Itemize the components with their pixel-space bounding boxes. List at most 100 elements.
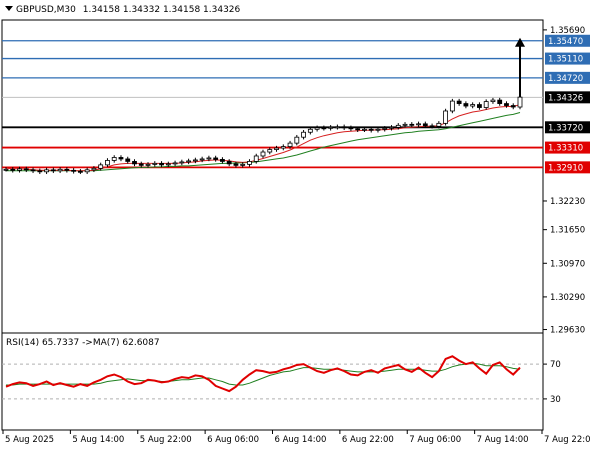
candle-body bbox=[253, 155, 259, 162]
candle-body bbox=[233, 163, 239, 166]
candle-body bbox=[301, 131, 306, 138]
current-price-label: 1.34326 bbox=[548, 93, 583, 103]
collapse-triangle-icon[interactable] bbox=[5, 6, 13, 11]
candle-body bbox=[382, 127, 388, 130]
level-label: 1.34720 bbox=[548, 74, 583, 84]
candle-body bbox=[449, 100, 455, 112]
price-tick-label: 1.29630 bbox=[550, 326, 585, 336]
candle-body bbox=[37, 170, 43, 173]
time-label: 6 Aug 06:00 bbox=[207, 435, 259, 445]
price-tick-label: 1.31650 bbox=[550, 226, 585, 236]
high-value: 1.34332 bbox=[122, 5, 161, 15]
level-badge bbox=[545, 34, 590, 47]
candle-body bbox=[192, 159, 198, 162]
candle-body bbox=[3, 168, 9, 171]
candle-body bbox=[274, 147, 279, 150]
level-badge bbox=[545, 52, 590, 65]
candle-body bbox=[159, 162, 164, 166]
time-label: 5 Aug 2025 bbox=[5, 435, 54, 445]
rsi-chart-frame bbox=[1, 332, 544, 431]
time-label: 7 Aug 22:00 bbox=[544, 435, 590, 445]
candle-body bbox=[429, 125, 435, 128]
candle-body bbox=[226, 161, 232, 165]
current-price-badge bbox=[545, 91, 590, 104]
candle-body bbox=[307, 128, 313, 133]
rsi-ma-line bbox=[6, 362, 521, 386]
candle-body bbox=[422, 123, 428, 127]
rsi-tick-label: 70 bbox=[550, 360, 561, 370]
candle-body bbox=[497, 99, 503, 104]
candle-body bbox=[280, 146, 286, 149]
candle-body bbox=[368, 128, 374, 131]
time-label: 7 Aug 14:00 bbox=[477, 435, 529, 445]
candle-body bbox=[240, 163, 246, 166]
level-label: 1.35110 bbox=[548, 55, 583, 65]
candle-body bbox=[456, 100, 462, 104]
candle-body bbox=[395, 124, 401, 128]
candle-body bbox=[436, 122, 442, 127]
close-value: 1.34326 bbox=[203, 5, 241, 15]
candle-body bbox=[314, 127, 320, 130]
candle-body bbox=[483, 101, 489, 108]
level-badge bbox=[545, 141, 590, 154]
candle-body bbox=[84, 169, 90, 173]
candle-body bbox=[172, 162, 178, 165]
candle-body bbox=[10, 168, 16, 171]
level-badge bbox=[545, 121, 590, 134]
rsi-header: RSI(14) 65.7337 ->MA(7) 62.6087 bbox=[6, 338, 160, 348]
candle-body bbox=[213, 157, 219, 160]
open-value: 1.34158 bbox=[82, 5, 120, 15]
symbol-label: GBPUSD,M30 bbox=[16, 5, 76, 15]
candle-body bbox=[105, 160, 110, 166]
candle-body bbox=[206, 157, 212, 160]
candle-body bbox=[138, 163, 144, 166]
price-tick-label: 1.30290 bbox=[550, 293, 585, 303]
candle-body bbox=[125, 158, 131, 162]
candle-body bbox=[50, 169, 56, 172]
candle-body bbox=[477, 104, 482, 108]
time-label: 5 Aug 14:00 bbox=[72, 435, 124, 445]
candle-body bbox=[409, 123, 415, 126]
candle-body bbox=[328, 126, 334, 129]
rsi-tick-label: 30 bbox=[550, 395, 561, 405]
ma-green-line bbox=[6, 112, 521, 172]
chart-header: GBPUSD,M30 1.34158 1.34332 1.34158 1.343… bbox=[5, 5, 240, 15]
level-label: 1.33720 bbox=[548, 123, 583, 133]
rsi-label: RSI(14) 65.7337 bbox=[6, 338, 80, 348]
level-label: 1.32910 bbox=[548, 163, 583, 173]
candle-body bbox=[294, 136, 300, 144]
candle-body bbox=[44, 169, 49, 173]
candle-body bbox=[443, 110, 449, 124]
candle-body bbox=[77, 170, 83, 173]
candle-body bbox=[17, 168, 22, 171]
candle-body bbox=[470, 104, 476, 107]
price-tick-label: 1.32230 bbox=[550, 197, 585, 207]
time-label: 7 Aug 06:00 bbox=[409, 435, 461, 445]
candle-body bbox=[98, 164, 104, 169]
low-value: 1.34158 bbox=[162, 5, 201, 15]
candle-body bbox=[517, 96, 523, 108]
candle-body bbox=[111, 157, 117, 161]
level-badge bbox=[545, 71, 590, 84]
candle-body bbox=[416, 123, 421, 126]
candle-body bbox=[463, 103, 469, 107]
candle-body bbox=[267, 149, 273, 153]
price-tick-label: 1.30970 bbox=[550, 259, 585, 269]
candle-body bbox=[348, 127, 354, 130]
candle-body bbox=[321, 127, 327, 130]
rsi-ma-label: ->MA(7) 62.6087 bbox=[82, 338, 160, 348]
candle-body bbox=[199, 158, 205, 161]
candle-body bbox=[91, 167, 97, 171]
candle-body bbox=[389, 126, 394, 129]
up-arrow-icon bbox=[515, 37, 525, 47]
candle-body bbox=[64, 168, 70, 171]
candle-body bbox=[362, 128, 367, 131]
candle-body bbox=[57, 168, 63, 172]
level-label: 1.33310 bbox=[548, 144, 583, 154]
candle-body bbox=[260, 151, 266, 157]
candle-body bbox=[504, 103, 509, 106]
candle-body bbox=[287, 142, 293, 147]
candle-body bbox=[179, 161, 185, 164]
candle-body bbox=[23, 168, 29, 171]
